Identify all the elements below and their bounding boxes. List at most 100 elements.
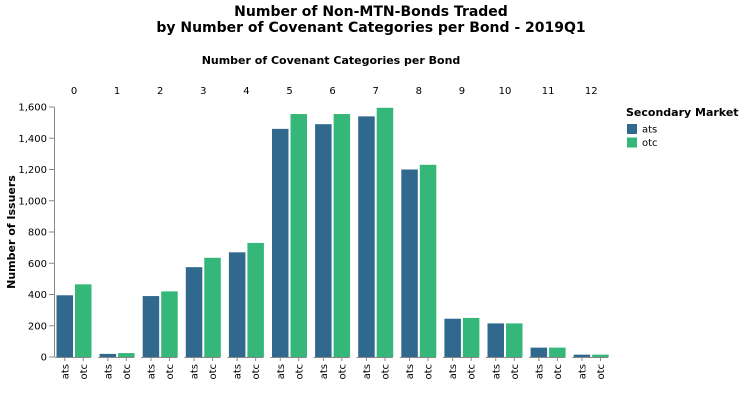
bar-ats bbox=[315, 124, 332, 357]
x-tick-label: ats bbox=[577, 364, 588, 379]
y-tick-label: 1,000 bbox=[18, 196, 47, 207]
legend-label-otc: otc bbox=[642, 138, 658, 149]
y-tick-label: 400 bbox=[28, 290, 47, 301]
x-tick-label: ats bbox=[60, 364, 71, 379]
x-tick-label: ats bbox=[534, 364, 545, 379]
x-tick-label: otc bbox=[424, 364, 435, 380]
bar-otc bbox=[204, 257, 221, 357]
y-axis-title: Number of Issuers bbox=[5, 175, 18, 289]
bar-otc bbox=[161, 291, 178, 357]
column-header: 10 bbox=[499, 86, 512, 97]
bar-otc bbox=[419, 164, 437, 357]
y-tick-label: 1,200 bbox=[18, 165, 47, 176]
x-tick-label: ats bbox=[405, 364, 416, 379]
y-tick-label: 600 bbox=[28, 259, 47, 270]
bar-ats bbox=[444, 318, 461, 357]
facet-column: 5 ats otc bbox=[270, 86, 307, 380]
facet-column: 3 ats otc bbox=[184, 86, 221, 380]
y-axis: 0 200 400 600 800 1,000 1,200 1,400 1,600 bbox=[18, 103, 55, 364]
legend-swatch-otc bbox=[627, 137, 637, 148]
x-tick-label: otc bbox=[294, 364, 305, 380]
column-header: 11 bbox=[542, 86, 555, 97]
column-header: 1 bbox=[114, 86, 120, 97]
bar-otc bbox=[376, 107, 394, 357]
column-header: 9 bbox=[459, 86, 465, 97]
facet-column: 4 ats otc bbox=[227, 86, 264, 380]
column-header: 6 bbox=[329, 86, 335, 97]
bar-ats bbox=[487, 323, 504, 357]
legend-swatch-ats bbox=[627, 124, 637, 134]
x-tick-label: ats bbox=[103, 364, 114, 379]
facet-column: 10 ats otc bbox=[486, 86, 523, 380]
column-header: 7 bbox=[373, 86, 379, 97]
x-tick-label: otc bbox=[553, 364, 564, 380]
x-tick-label: otc bbox=[122, 364, 133, 380]
facet-column: 9 ats otc bbox=[442, 86, 480, 380]
y-tick-label: 1,400 bbox=[18, 134, 47, 145]
facet-column: 12 ats otc bbox=[572, 86, 609, 380]
legend-title: Secondary Market bbox=[626, 106, 739, 119]
column-header: 4 bbox=[243, 86, 249, 97]
x-tick-label: otc bbox=[510, 364, 521, 380]
facet-column: 0 ats otc bbox=[55, 86, 92, 380]
y-tick-label: 0 bbox=[41, 353, 47, 364]
x-tick-label: ats bbox=[233, 364, 244, 379]
column-header: 8 bbox=[416, 86, 422, 97]
column-header: 2 bbox=[157, 86, 163, 97]
facet-column: 11 ats otc bbox=[529, 86, 566, 380]
x-tick-label: otc bbox=[467, 364, 478, 380]
x-tick-label: ats bbox=[146, 364, 157, 379]
x-tick-label: otc bbox=[79, 364, 90, 380]
x-tick-label: otc bbox=[596, 364, 607, 380]
column-axis-title: Number of Covenant Categories per Bond bbox=[202, 54, 461, 67]
chart-title-line-2: by Number of Covenant Categories per Bon… bbox=[156, 20, 585, 36]
bar-otc bbox=[118, 353, 135, 357]
bar-ats bbox=[530, 347, 548, 357]
x-tick-label: ats bbox=[276, 364, 287, 379]
x-tick-label: otc bbox=[380, 364, 391, 380]
x-tick-label: otc bbox=[208, 364, 219, 380]
facet-column: 1 ats otc bbox=[98, 86, 135, 380]
bar-ats bbox=[99, 353, 117, 357]
bar-otc bbox=[333, 114, 351, 357]
chart-title-line-1: Number of Non-MTN-Bonds Traded bbox=[234, 4, 508, 20]
bar-ats bbox=[401, 169, 418, 357]
column-header: 12 bbox=[585, 86, 598, 97]
legend-label-ats: ats bbox=[642, 125, 657, 136]
column-header: 5 bbox=[286, 86, 292, 97]
x-tick-label: otc bbox=[165, 364, 176, 380]
bar-ats bbox=[185, 267, 203, 357]
facet-column: 6 ats otc bbox=[313, 86, 351, 380]
bar-ats bbox=[272, 128, 289, 357]
x-tick-label: ats bbox=[190, 364, 201, 379]
bar-otc bbox=[592, 354, 609, 357]
bar-otc bbox=[290, 114, 307, 357]
x-tick-label: otc bbox=[251, 364, 262, 380]
x-tick-label: ats bbox=[448, 364, 459, 379]
facet-column: 7 ats otc bbox=[356, 86, 394, 380]
bar-ats bbox=[358, 116, 375, 357]
legend-items: ats otc bbox=[627, 124, 658, 149]
facet-column: 2 ats otc bbox=[141, 86, 178, 380]
x-tick-label: ats bbox=[319, 364, 330, 379]
bar-ats bbox=[573, 354, 591, 357]
bar-otc bbox=[462, 317, 480, 357]
x-tick-label: ats bbox=[491, 364, 502, 379]
bar-otc bbox=[506, 323, 523, 357]
facet-column: 8 ats otc bbox=[399, 86, 437, 380]
y-tick-label: 200 bbox=[28, 321, 47, 332]
y-tick-label: 1,600 bbox=[18, 103, 47, 114]
bar-otc bbox=[549, 347, 566, 357]
x-tick-label: ats bbox=[362, 364, 373, 379]
bar-ats bbox=[228, 252, 246, 357]
bar-ats bbox=[142, 296, 160, 357]
column-header: 3 bbox=[200, 86, 206, 97]
bar-otc bbox=[247, 242, 264, 357]
column-header: 0 bbox=[71, 86, 77, 97]
x-tick-label: otc bbox=[337, 364, 348, 380]
bar-otc bbox=[75, 284, 92, 357]
bar-ats bbox=[56, 295, 73, 357]
